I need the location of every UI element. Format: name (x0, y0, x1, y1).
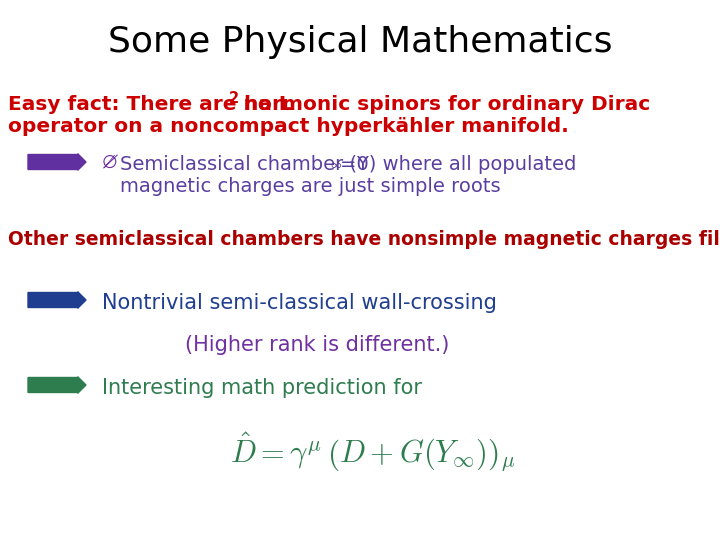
Text: Some Physical Mathematics: Some Physical Mathematics (108, 25, 612, 59)
Text: harmonic spinors for ordinary Dirac: harmonic spinors for ordinary Dirac (237, 95, 650, 114)
Text: Semiclassical chamber (Y: Semiclassical chamber (Y (120, 155, 369, 174)
Text: Nontrivial semi-classical wall-crossing: Nontrivial semi-classical wall-crossing (102, 293, 497, 313)
Text: operator on a noncompact hyperkähler manifold.: operator on a noncompact hyperkähler man… (8, 117, 569, 136)
Text: ∅̸: ∅̸ (102, 154, 117, 172)
Text: =0) where all populated: =0) where all populated (340, 155, 577, 174)
Text: 2: 2 (229, 91, 239, 106)
Text: magnetic charges are just simple roots: magnetic charges are just simple roots (120, 177, 500, 196)
Text: Easy fact: There are no L: Easy fact: There are no L (8, 95, 292, 114)
Text: $\hat{D} = \gamma^{\mu}\,\left(D + G(Y_{\infty})\right)_{\mu}$: $\hat{D} = \gamma^{\mu}\,\left(D + G(Y_{… (230, 430, 516, 474)
Text: ∞: ∞ (329, 158, 342, 173)
Text: Other semiclassical chambers have nonsimple magnetic charges filled.: Other semiclassical chambers have nonsim… (8, 230, 720, 249)
FancyArrow shape (28, 154, 86, 170)
FancyArrow shape (28, 377, 86, 393)
FancyArrow shape (28, 292, 86, 308)
Text: (Higher rank is different.): (Higher rank is different.) (185, 335, 449, 355)
Text: Interesting math prediction for: Interesting math prediction for (102, 378, 422, 398)
